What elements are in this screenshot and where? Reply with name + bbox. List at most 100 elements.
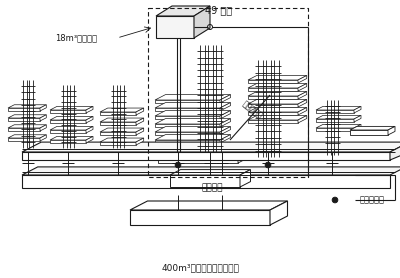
Polygon shape: [50, 120, 86, 123]
Polygon shape: [248, 96, 298, 99]
Polygon shape: [170, 175, 240, 187]
Polygon shape: [8, 105, 46, 108]
Polygon shape: [248, 108, 307, 112]
Polygon shape: [100, 132, 136, 135]
Polygon shape: [298, 91, 307, 99]
Circle shape: [265, 162, 271, 168]
Polygon shape: [350, 130, 388, 135]
Polygon shape: [316, 115, 361, 119]
Polygon shape: [50, 130, 86, 133]
Polygon shape: [40, 115, 46, 121]
Polygon shape: [390, 142, 400, 160]
Polygon shape: [50, 106, 93, 110]
Polygon shape: [316, 106, 361, 110]
Polygon shape: [155, 143, 230, 148]
Polygon shape: [155, 124, 220, 127]
Polygon shape: [100, 112, 136, 115]
Polygon shape: [316, 124, 361, 128]
Polygon shape: [220, 111, 230, 119]
Polygon shape: [238, 149, 250, 163]
Polygon shape: [155, 103, 230, 108]
Polygon shape: [298, 76, 307, 83]
Polygon shape: [248, 76, 307, 80]
Text: 18m³消防容积: 18m³消防容积: [55, 34, 97, 43]
Polygon shape: [86, 126, 93, 133]
Polygon shape: [158, 149, 250, 155]
Polygon shape: [354, 106, 361, 113]
Polygon shape: [248, 120, 298, 123]
Polygon shape: [130, 201, 288, 210]
Polygon shape: [298, 108, 307, 115]
Polygon shape: [8, 128, 40, 131]
Polygon shape: [248, 91, 307, 96]
Polygon shape: [354, 115, 361, 122]
Polygon shape: [50, 116, 93, 120]
Polygon shape: [100, 122, 136, 125]
Polygon shape: [240, 170, 250, 187]
Polygon shape: [194, 6, 210, 38]
Polygon shape: [248, 80, 298, 83]
Polygon shape: [298, 100, 307, 107]
Polygon shape: [388, 126, 395, 135]
Polygon shape: [100, 138, 144, 142]
Polygon shape: [8, 138, 40, 141]
Text: 市政给水管: 市政给水管: [240, 99, 264, 121]
Polygon shape: [155, 119, 230, 124]
Polygon shape: [40, 135, 46, 141]
Polygon shape: [350, 126, 395, 130]
Text: 加压泵房: 加压泵房: [201, 183, 223, 192]
Polygon shape: [248, 115, 307, 120]
Polygon shape: [220, 95, 230, 103]
Polygon shape: [50, 136, 93, 140]
Polygon shape: [50, 126, 93, 130]
Polygon shape: [22, 142, 400, 152]
Polygon shape: [158, 155, 238, 163]
Polygon shape: [100, 128, 144, 132]
Polygon shape: [270, 201, 288, 225]
Polygon shape: [220, 143, 230, 151]
Bar: [156, 16, 194, 38]
Polygon shape: [8, 108, 40, 111]
Polygon shape: [220, 135, 230, 143]
Polygon shape: [155, 108, 220, 111]
Text: 400m³生活消防合用蓄水池: 400m³生活消防合用蓄水池: [161, 264, 239, 272]
Polygon shape: [8, 125, 46, 128]
Polygon shape: [248, 104, 298, 107]
Polygon shape: [155, 140, 220, 143]
Polygon shape: [220, 126, 230, 135]
Polygon shape: [40, 125, 46, 131]
Polygon shape: [50, 140, 86, 143]
Polygon shape: [136, 128, 144, 135]
Polygon shape: [130, 210, 270, 225]
Polygon shape: [248, 112, 298, 115]
Polygon shape: [22, 175, 390, 188]
Polygon shape: [22, 152, 390, 160]
Polygon shape: [136, 118, 144, 125]
Polygon shape: [155, 126, 230, 132]
Polygon shape: [155, 135, 230, 140]
Polygon shape: [100, 118, 144, 122]
Polygon shape: [248, 100, 307, 104]
Polygon shape: [220, 119, 230, 127]
Polygon shape: [155, 111, 230, 116]
Polygon shape: [8, 115, 46, 118]
Polygon shape: [22, 167, 400, 175]
Polygon shape: [316, 119, 354, 122]
Polygon shape: [155, 95, 230, 100]
Polygon shape: [298, 115, 307, 123]
Polygon shape: [50, 110, 86, 113]
Polygon shape: [100, 142, 136, 145]
Polygon shape: [220, 103, 230, 111]
Circle shape: [175, 162, 181, 168]
Text: 49 号楼: 49 号楼: [205, 5, 232, 15]
Polygon shape: [354, 124, 361, 131]
Polygon shape: [86, 136, 93, 143]
Polygon shape: [155, 148, 220, 151]
Polygon shape: [136, 108, 144, 115]
Polygon shape: [8, 118, 40, 121]
Polygon shape: [8, 135, 46, 138]
Polygon shape: [155, 116, 220, 119]
Polygon shape: [156, 6, 210, 16]
Polygon shape: [248, 83, 307, 88]
Polygon shape: [155, 100, 220, 103]
